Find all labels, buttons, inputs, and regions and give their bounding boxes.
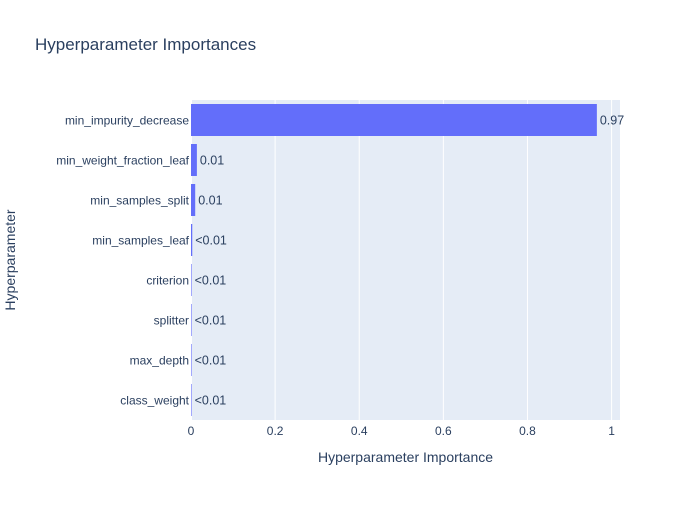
x-tick-label: 1 bbox=[608, 424, 615, 438]
bar[interactable] bbox=[191, 184, 196, 216]
bar-value-label: <0.01 bbox=[195, 234, 227, 248]
y-tick-label: min_samples_split bbox=[90, 194, 189, 208]
x-axis-ticks: 0 0.2 0.4 0.6 0.8 1 bbox=[188, 424, 616, 438]
bar[interactable] bbox=[191, 224, 193, 256]
y-axis-ticks: min_impurity_decrease min_weight_fraction… bbox=[56, 114, 189, 408]
x-tick-label: 0.4 bbox=[351, 424, 368, 438]
value-label-layer: 0.97 0.01 0.01 <0.01 <0.01 <0.01 <0.01 <0.01 bbox=[195, 114, 625, 408]
y-axis-title: Hyperparameter bbox=[2, 209, 18, 310]
y-tick-label: max_depth bbox=[130, 354, 189, 368]
bar-value-label: <0.01 bbox=[195, 394, 227, 408]
bar-value-label: <0.01 bbox=[195, 354, 227, 368]
x-tick-label: 0.8 bbox=[519, 424, 536, 438]
x-tick-label: 0 bbox=[188, 424, 195, 438]
y-tick-label: splitter bbox=[154, 314, 189, 328]
bar-value-label: 0.97 bbox=[600, 114, 624, 128]
plot-area bbox=[191, 100, 620, 420]
bar[interactable] bbox=[191, 144, 197, 176]
bar-value-label: <0.01 bbox=[195, 314, 227, 328]
x-tick-label: 0.2 bbox=[267, 424, 284, 438]
bar-value-label: 0.01 bbox=[198, 194, 222, 208]
bar[interactable] bbox=[191, 384, 192, 416]
bar-value-label: <0.01 bbox=[195, 274, 227, 288]
bar-value-label: 0.01 bbox=[200, 154, 224, 168]
bar[interactable] bbox=[191, 264, 192, 296]
chart-title: Hyperparameter Importances bbox=[35, 35, 256, 54]
bar[interactable] bbox=[191, 304, 192, 336]
y-tick-label: min_weight_fraction_leaf bbox=[56, 154, 189, 168]
bar[interactable] bbox=[191, 104, 597, 136]
y-tick-label: min_samples_leaf bbox=[92, 234, 189, 248]
bar[interactable] bbox=[191, 344, 192, 376]
y-tick-label: min_impurity_decrease bbox=[65, 114, 189, 128]
x-axis-title: Hyperparameter Importance bbox=[318, 449, 493, 465]
y-tick-label: class_weight bbox=[120, 394, 189, 408]
x-tick-label: 0.6 bbox=[435, 424, 452, 438]
y-tick-label: criterion bbox=[146, 274, 189, 288]
bar-layer bbox=[191, 104, 597, 416]
